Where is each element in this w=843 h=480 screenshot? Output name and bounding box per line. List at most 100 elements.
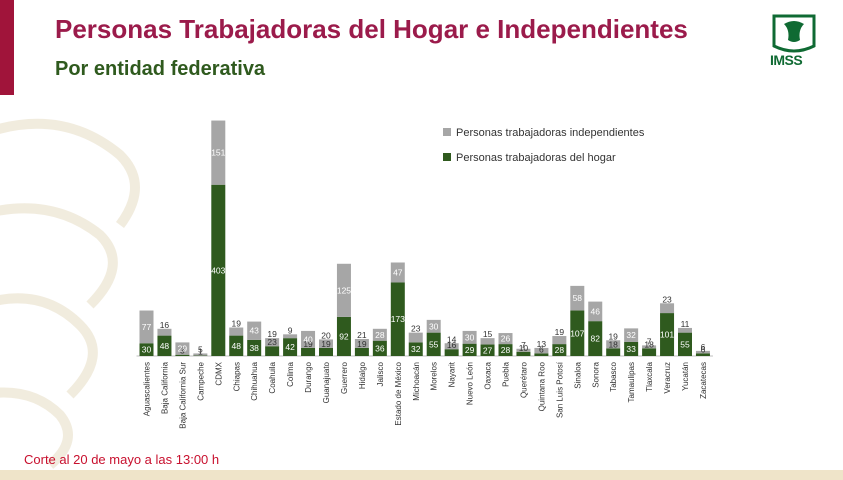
bar-independientes — [354, 339, 369, 348]
bar-independientes — [695, 350, 710, 354]
bar-independientes — [642, 345, 657, 349]
value-label-independientes: 19 — [608, 331, 618, 341]
x-tick-label: Tlaxcala — [645, 361, 654, 391]
value-label-independientes: 151 — [211, 148, 225, 158]
value-label-independientes: 30 — [465, 332, 475, 342]
value-label-hogar: 29 — [465, 345, 475, 355]
x-tick-label: Puebla — [502, 361, 511, 386]
bar-hogar — [606, 348, 621, 356]
value-label-hogar: 6 — [539, 344, 544, 354]
x-tick-label: Estado de México — [394, 361, 403, 425]
x-tick-label: Zacatecas — [699, 362, 708, 399]
x-tick-label: Morelos — [430, 362, 439, 390]
bar-independientes — [175, 342, 190, 355]
bar-independientes — [498, 333, 513, 345]
x-tick-label: Tabasco — [609, 361, 618, 391]
bar-independientes — [516, 348, 531, 352]
footer-note: Corte al 20 de mayo a las 13:00 h — [24, 452, 220, 467]
x-tick-label: Coahuila — [268, 361, 277, 393]
value-label-independientes: 32 — [626, 330, 636, 340]
legend-swatch-hogar — [443, 153, 451, 161]
x-tick-label: Colima — [286, 361, 295, 386]
bar-independientes — [462, 330, 477, 344]
value-label-independientes: 43 — [249, 326, 259, 336]
x-tick-label: Campeche — [196, 361, 205, 400]
value-label-hogar: 19 — [303, 339, 313, 349]
x-tick-label: Guanajuato — [322, 361, 331, 403]
bar-hogar — [462, 343, 477, 356]
value-label-independientes: 77 — [142, 322, 152, 332]
value-label-independientes: 15 — [483, 329, 493, 339]
value-label-independientes: 21 — [357, 330, 367, 340]
x-tick-label: Durango — [304, 361, 313, 392]
value-label-hogar: 30 — [142, 345, 152, 355]
x-tick-label: Querétaro — [519, 361, 528, 398]
bar-hogar — [265, 346, 280, 356]
value-label-independientes: 20 — [321, 330, 331, 340]
bar-hogar — [624, 341, 639, 356]
bar-independientes — [372, 328, 387, 341]
bar-hogar — [426, 332, 441, 356]
x-tick-label: Chiapas — [232, 362, 241, 391]
bar-independientes — [390, 262, 405, 283]
page-subtitle: Por entidad federativa — [55, 58, 266, 80]
value-label-independientes: 40 — [303, 334, 313, 344]
value-label-independientes: 13 — [537, 339, 547, 349]
bar-independientes — [157, 328, 172, 336]
value-label-independientes: 11 — [681, 319, 690, 329]
bar-hogar — [570, 310, 585, 356]
value-label-hogar: 16 — [447, 340, 457, 350]
value-label-independientes: 19 — [555, 327, 565, 337]
bar-independientes — [229, 327, 244, 336]
logo-text: IMSS — [770, 52, 803, 68]
bar-independientes — [624, 328, 639, 342]
value-label-independientes: 30 — [429, 321, 439, 331]
value-label-independientes: 19 — [232, 319, 242, 329]
value-label-hogar: 18 — [608, 339, 618, 349]
value-label-hogar: 32 — [411, 344, 421, 354]
bar-hogar — [139, 343, 154, 356]
footer-band — [0, 470, 843, 480]
value-label-independientes: 9 — [288, 325, 293, 335]
bar-hogar — [408, 342, 423, 356]
value-label-hogar: 48 — [160, 341, 170, 351]
bar-hogar — [372, 340, 387, 356]
bar-independientes — [301, 330, 316, 348]
value-label-independientes: 7 — [521, 340, 526, 350]
value-label-hogar: 23 — [267, 337, 277, 347]
x-tick-label: Baja California — [160, 361, 169, 414]
imss-logo-icon — [772, 14, 816, 53]
bar-hogar — [354, 347, 369, 356]
value-label-independientes: 7 — [647, 336, 652, 346]
value-label-hogar: 55 — [680, 339, 690, 349]
bar-independientes — [139, 310, 154, 344]
accent-bar — [0, 0, 14, 95]
bar-hogar — [480, 344, 495, 356]
bar-hogar — [175, 354, 190, 356]
bar-hogar — [516, 351, 531, 356]
decorative-watermark — [0, 118, 140, 469]
value-label-independientes: 26 — [501, 334, 511, 344]
x-tick-label: CDMX — [214, 361, 223, 385]
bar-independientes — [319, 339, 333, 348]
value-label-independientes: 23 — [662, 294, 672, 304]
value-label-hogar: 6 — [701, 344, 706, 354]
legend-label-independientes: Personas trabajadoras independientes — [456, 127, 645, 139]
x-tick-label: Sonora — [591, 361, 600, 387]
value-label-independientes: 28 — [375, 330, 385, 340]
value-label-independientes: 6 — [701, 342, 706, 352]
bar-independientes — [534, 347, 549, 354]
bar-hogar — [301, 347, 316, 356]
value-label-hogar: 173 — [391, 314, 405, 324]
bar-hogar — [283, 338, 298, 356]
bar-hogar — [336, 316, 351, 356]
bar-independientes — [408, 332, 423, 343]
value-label-hogar: 101 — [660, 330, 674, 340]
value-label-independientes: 5 — [198, 344, 203, 354]
page-title: Personas Trabajadoras del Hogar e Indepe… — [55, 14, 688, 44]
bar-independientes — [193, 353, 208, 356]
bar-independientes — [678, 327, 692, 333]
value-label-hogar: 3 — [180, 346, 185, 356]
bar-independientes — [247, 321, 262, 340]
